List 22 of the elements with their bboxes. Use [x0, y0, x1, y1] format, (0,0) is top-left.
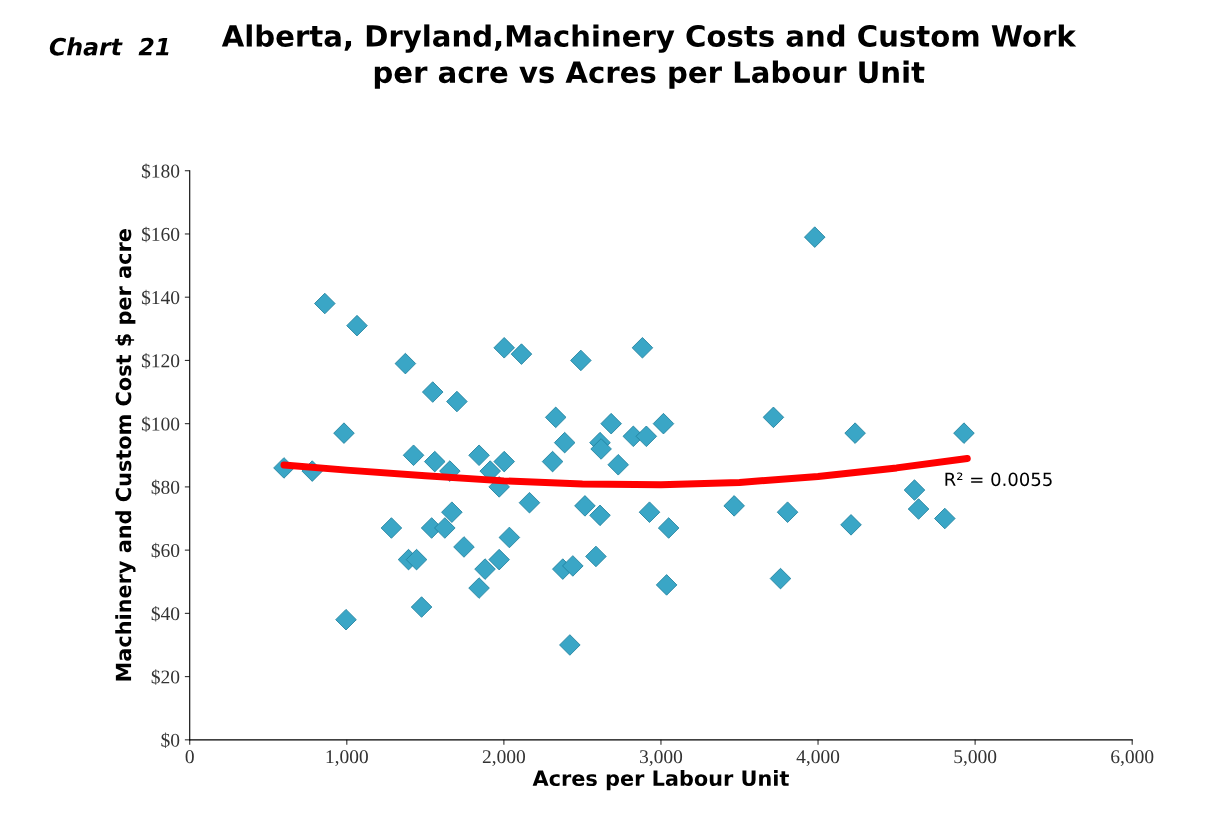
x-axis-title: Acres per Labour Unit [532, 769, 789, 791]
y-tick-label: $160 [141, 226, 180, 243]
x-tick-label: 1,000 [326, 750, 368, 767]
x-tick-label: 3,000 [640, 750, 683, 767]
y-tick-label: $0 [161, 732, 180, 749]
y-tick-label: $100 [141, 416, 180, 432]
caption: Chart 21 [49, 37, 169, 56]
y-tick-label: $20 [151, 669, 180, 685]
x-tick-label: 5,000 [954, 750, 997, 767]
annotation: R² = 0.0055 [945, 472, 1052, 487]
y-axis-title: Machinery and Custom Cost $ per acre [115, 229, 136, 681]
x-tick-label: 4,000 [796, 750, 840, 767]
y-tick-label: $40 [151, 606, 180, 622]
x-tick-label: 2,000 [482, 750, 526, 767]
x-tick-label: 0 [185, 750, 194, 764]
y-tick-label: $180 [141, 163, 180, 179]
y-tick-label: $140 [141, 289, 180, 306]
x-tick-label: 6,000 [1111, 750, 1154, 767]
y-tick-label: $60 [151, 542, 180, 559]
y-tick-label: $120 [141, 353, 180, 369]
chart-title: Alberta, Dryland,Machinery Costs and Custom Work per acre vs Acres per Labour Unit [221, 24, 1077, 89]
y-tick-label: $80 [151, 479, 180, 496]
